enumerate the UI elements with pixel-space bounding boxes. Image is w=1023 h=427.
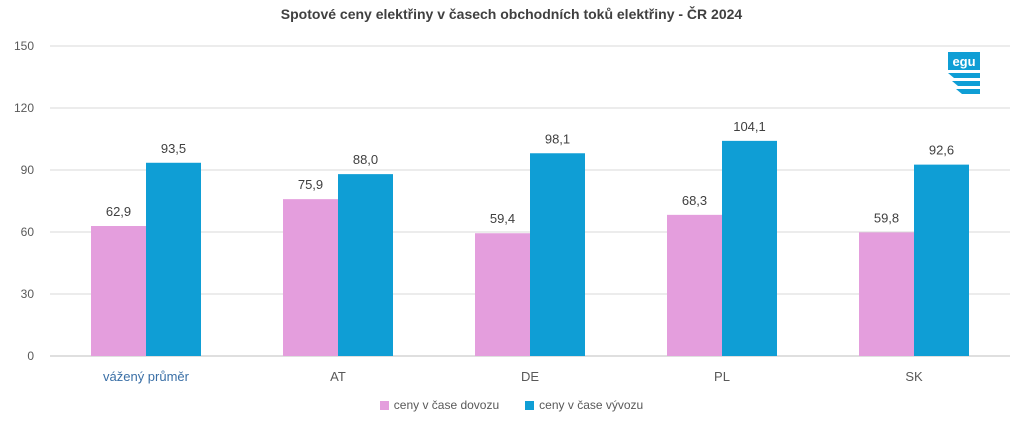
data-label: 62,9 <box>106 204 131 219</box>
data-label: 75,9 <box>298 177 323 192</box>
bar-export <box>146 162 201 356</box>
bar-import <box>859 232 914 356</box>
chart-title: Spotové ceny elektřiny v časech obchodní… <box>280 6 743 22</box>
logo-stripe-1 <box>948 73 980 78</box>
data-label: 88,0 <box>353 152 378 167</box>
value-labels: 62,9 93,5 75,9 88,0 59,4 98,1 68,3 104,1 59,8 92,… <box>106 119 954 226</box>
legend-item: ceny v čase vývozu <box>525 398 643 412</box>
data-label: 93,5 <box>161 141 186 156</box>
legend-label: ceny v čase dovozu <box>393 398 500 412</box>
data-label: 98,1 <box>545 131 570 146</box>
data-label: 104,1 <box>733 119 766 134</box>
legend: ceny v čase dovozu ceny v čase vývozu <box>0 398 1023 412</box>
data-label: 59,4 <box>490 211 515 226</box>
data-label: 92,6 <box>929 143 954 158</box>
bar-import <box>667 214 722 356</box>
x-tick-label: DE <box>521 369 539 384</box>
egu-logo: egu <box>948 52 980 103</box>
x-tick-label: AT <box>330 369 346 384</box>
bar-export <box>914 164 969 356</box>
y-axis: 0 30 60 90 120 150 <box>14 39 34 363</box>
legend-label: ceny v čase vývozu <box>539 398 644 412</box>
data-label: 68,3 <box>682 193 707 208</box>
x-tick-label: SK <box>905 369 923 384</box>
y-tick-label: 30 <box>21 287 35 301</box>
y-tick-label: 60 <box>21 225 35 239</box>
bar-export <box>722 140 777 356</box>
legend-swatch <box>379 400 389 410</box>
logo-text: egu <box>952 54 975 69</box>
data-label: 59,8 <box>874 210 899 225</box>
x-axis: vážený průměr AT DE PL SK <box>103 369 923 384</box>
bars <box>91 140 969 356</box>
logo-stripe-3 <box>956 89 980 94</box>
y-tick-label: 120 <box>14 101 34 115</box>
bar-export <box>530 153 585 356</box>
bar-import <box>475 233 530 356</box>
y-tick-label: 150 <box>14 39 34 53</box>
bar-import <box>283 199 338 356</box>
y-tick-label: 0 <box>27 349 34 363</box>
bar-import <box>91 226 146 356</box>
bar-export <box>338 174 393 356</box>
x-tick-label: PL <box>714 369 730 384</box>
x-tick-label: vážený průměr <box>103 369 190 384</box>
logo-box <box>948 52 980 70</box>
logo-stripe-2 <box>952 81 980 86</box>
y-tick-label: 90 <box>21 163 35 177</box>
legend-item: ceny v čase dovozu <box>379 398 500 412</box>
legend-swatch <box>525 400 535 410</box>
